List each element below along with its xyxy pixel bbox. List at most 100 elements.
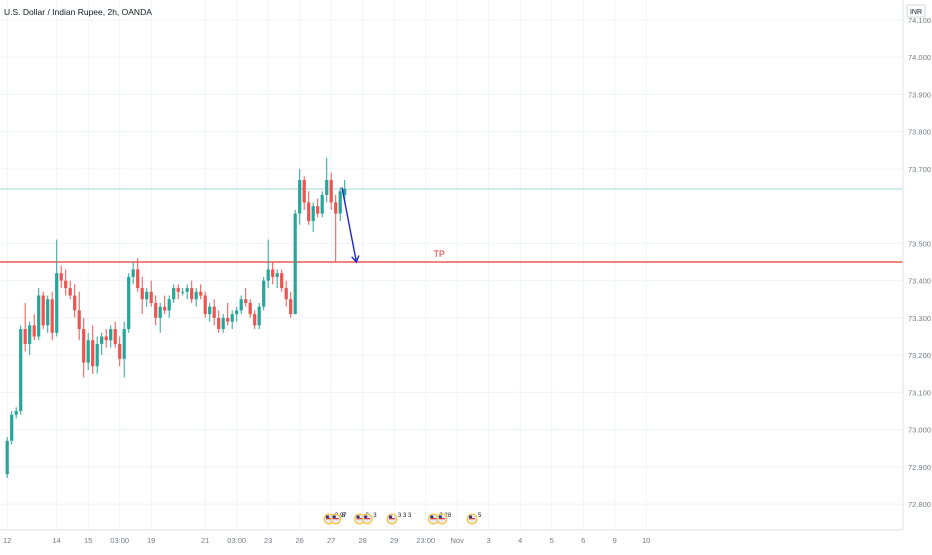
candle[interactable] xyxy=(302,176,306,210)
candle[interactable] xyxy=(311,202,315,233)
candle[interactable] xyxy=(82,317,86,378)
candle[interactable] xyxy=(131,262,135,285)
candle[interactable] xyxy=(212,299,216,326)
candle[interactable] xyxy=(37,288,41,341)
candle[interactable] xyxy=(68,280,72,300)
candle[interactable] xyxy=(307,191,311,225)
candle[interactable] xyxy=(118,336,122,367)
event-marker[interactable]: 3 3 3 xyxy=(386,513,412,525)
candle[interactable] xyxy=(176,284,180,300)
candle[interactable] xyxy=(289,291,293,318)
candle[interactable] xyxy=(298,168,302,225)
price-axis[interactable]: 74.100 74.000 73.900 73.800 73.700 73.500 73.4… xyxy=(902,0,932,550)
arrow-drawing[interactable] xyxy=(341,187,360,264)
tp-text-label[interactable]: TP xyxy=(433,249,445,259)
candle[interactable] xyxy=(104,329,108,348)
candle-body xyxy=(271,269,275,277)
candle[interactable] xyxy=(271,262,275,285)
us-flag-stripe xyxy=(364,518,371,520)
candle[interactable] xyxy=(140,276,144,315)
time-tick-label: 3 xyxy=(487,536,491,545)
candle[interactable] xyxy=(244,288,248,307)
candle-body xyxy=(5,440,9,475)
candle[interactable] xyxy=(334,194,338,262)
candle[interactable] xyxy=(154,295,158,326)
candle[interactable] xyxy=(19,325,23,415)
candle[interactable] xyxy=(275,269,279,289)
candle[interactable] xyxy=(23,302,27,352)
arrow-shaft[interactable] xyxy=(341,187,358,263)
candle[interactable] xyxy=(320,191,324,218)
candle[interactable] xyxy=(55,239,59,337)
candle[interactable] xyxy=(293,209,297,315)
tp-line-group[interactable]: TP73.450 xyxy=(0,249,930,268)
candles[interactable] xyxy=(5,157,347,479)
candle[interactable] xyxy=(158,302,162,333)
candle[interactable] xyxy=(208,302,212,322)
currency-button[interactable]: INR xyxy=(906,4,926,18)
candle[interactable] xyxy=(185,284,189,300)
event-marker[interactable]: 5 xyxy=(466,513,483,525)
candle[interactable] xyxy=(46,295,50,333)
candle[interactable] xyxy=(73,284,77,318)
candle[interactable] xyxy=(338,187,342,222)
candle[interactable] xyxy=(5,437,9,479)
candle[interactable] xyxy=(248,299,252,318)
event-marker[interactable]: 3 xyxy=(330,513,346,525)
candle[interactable] xyxy=(316,198,320,218)
candle[interactable] xyxy=(253,310,257,330)
candle[interactable] xyxy=(136,258,140,292)
candle[interactable] xyxy=(194,288,198,307)
candle[interactable] xyxy=(86,332,90,371)
candle[interactable] xyxy=(77,291,81,341)
candle[interactable] xyxy=(64,269,68,296)
candle[interactable] xyxy=(149,280,153,307)
candle[interactable] xyxy=(167,295,171,318)
candle[interactable] xyxy=(239,295,243,315)
candle[interactable] xyxy=(59,265,63,289)
candle[interactable] xyxy=(10,410,14,445)
candle[interactable] xyxy=(113,321,117,348)
candle[interactable] xyxy=(95,336,99,374)
candle[interactable] xyxy=(181,288,185,296)
candle[interactable] xyxy=(91,325,95,374)
candle[interactable] xyxy=(127,273,131,333)
candle[interactable] xyxy=(199,284,203,300)
candle[interactable] xyxy=(266,239,270,289)
candle[interactable] xyxy=(100,332,104,356)
candle[interactable] xyxy=(217,310,221,333)
candle[interactable] xyxy=(284,280,288,307)
candle[interactable] xyxy=(230,310,234,330)
candle[interactable] xyxy=(172,284,176,303)
candle[interactable] xyxy=(14,407,18,419)
candle[interactable] xyxy=(257,302,261,330)
candle[interactable] xyxy=(325,157,329,203)
candle[interactable] xyxy=(109,325,113,348)
candle[interactable] xyxy=(329,172,333,210)
time-tick-label: Nov xyxy=(451,536,465,545)
candle[interactable] xyxy=(41,291,45,330)
candle[interactable] xyxy=(190,280,194,303)
candle[interactable] xyxy=(203,291,207,318)
candle[interactable] xyxy=(50,291,54,341)
candle[interactable] xyxy=(163,295,167,315)
event-marker[interactable]: 3 xyxy=(354,513,370,525)
candle[interactable] xyxy=(32,314,36,341)
candle[interactable] xyxy=(221,314,225,333)
arrow-head[interactable] xyxy=(351,255,360,264)
candle[interactable] xyxy=(145,288,149,307)
candle[interactable] xyxy=(235,306,239,322)
candle[interactable] xyxy=(226,302,230,326)
candle[interactable] xyxy=(280,269,284,292)
candle[interactable] xyxy=(262,276,266,311)
candle[interactable] xyxy=(122,321,126,378)
event-marker[interactable]: 3 xyxy=(361,513,378,525)
time-axis[interactable]: 12 14 15 03:00 19 21 03:00 23 26 27 28 29 23:00 Nov 3 4… xyxy=(0,529,903,545)
event-marker[interactable]: 8 xyxy=(436,513,452,525)
candle[interactable] xyxy=(28,321,32,356)
price-tick-label: 73.500 xyxy=(908,239,931,248)
candle-body xyxy=(68,288,72,296)
candle-body xyxy=(293,213,297,315)
